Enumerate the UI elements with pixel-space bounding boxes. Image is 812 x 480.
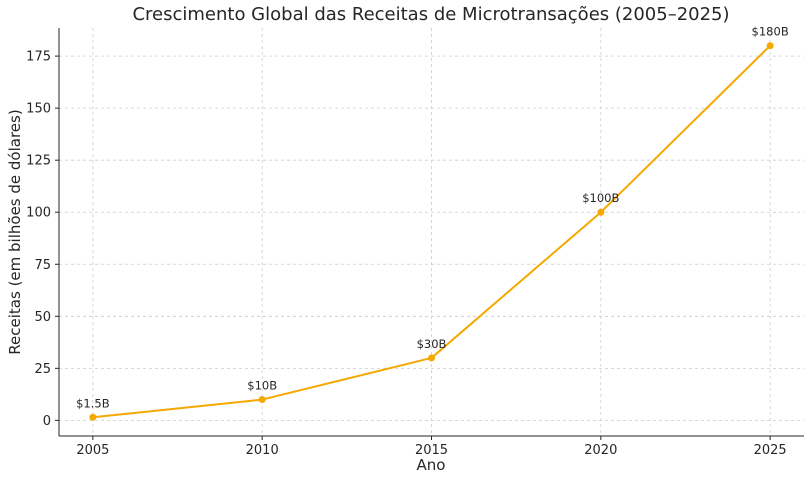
y-axis-label: Receitas (em bilhões de dólares)	[6, 109, 24, 354]
grid	[59, 28, 804, 436]
data-label: $10B	[247, 379, 277, 393]
y-tick-label: 0	[43, 414, 51, 429]
x-tick-label: 2010	[246, 443, 279, 458]
data-point	[89, 413, 97, 421]
data-label: $180B	[752, 25, 789, 39]
data-point	[766, 42, 774, 50]
y-axis-ticks: 0 25 50 75 100 125 150 175	[26, 50, 59, 429]
y-tick-label: 100	[26, 206, 51, 221]
y-tick-label: 175	[26, 50, 51, 65]
x-tick-label: 2015	[415, 443, 448, 458]
y-tick-label: 125	[26, 154, 51, 169]
data-label: $1.5B	[76, 396, 110, 410]
data-label: $30B	[417, 337, 447, 351]
x-tick-label: 2025	[754, 443, 787, 458]
x-tick-label: 2020	[584, 443, 617, 458]
data-point	[428, 354, 435, 362]
chart-title: Crescimento Global das Receitas de Micro…	[132, 4, 729, 25]
y-tick-label: 75	[34, 258, 51, 273]
y-tick-label: 25	[34, 362, 51, 377]
series-layer: $1.5B $10B $30B $100B $180B	[76, 25, 789, 421]
x-tick-label: 2005	[76, 443, 109, 458]
x-axis-ticks: 2005 2010 2015 2020 2025	[76, 436, 787, 458]
y-tick-label: 150	[26, 102, 51, 117]
data-label: $100B	[582, 191, 619, 205]
data-point	[258, 396, 266, 404]
data-point	[597, 208, 605, 216]
y-tick-label: 50	[34, 310, 51, 325]
x-axis-label: Ano	[417, 456, 446, 474]
